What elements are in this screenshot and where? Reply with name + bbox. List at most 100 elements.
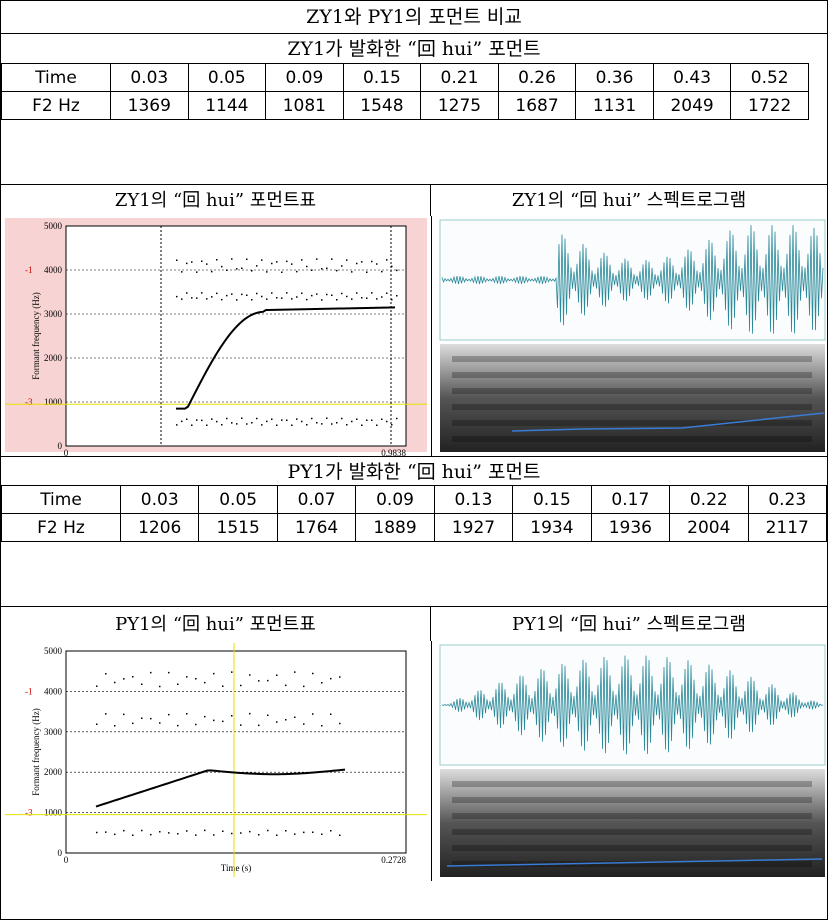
y-tick-label: 2000 — [44, 353, 63, 363]
table-cell: 0.26 — [497, 63, 577, 92]
table-cell: F2 Hz — [1, 513, 121, 542]
spectrogram-band — [452, 420, 812, 426]
table-cell: 0.17 — [590, 485, 671, 514]
y-axis-label: Formant frequency (Hz) — [31, 708, 41, 795]
table-cell: 1722 — [730, 91, 809, 120]
table-cell: 1927 — [433, 513, 514, 542]
marker-label: -1 — [25, 265, 33, 275]
table-cell: 1936 — [590, 513, 671, 542]
table-cell: 2117 — [747, 513, 827, 542]
y-tick-label: 5000 — [44, 646, 63, 656]
table-cell: 1515 — [198, 513, 278, 542]
table-row: Time 0.03 0.05 0.09 0.15 0.21 0.26 0.36 0.43 0.52 — [1, 63, 809, 92]
table-cell: Time — [1, 63, 111, 92]
doc-title: ZY1와 PY1의 포먼트 비교 — [1, 1, 827, 34]
spectrogram-band — [452, 829, 812, 835]
table-cell: 0.05 — [187, 63, 267, 92]
section-heading: ZY1가 발화한 “回 hui” 포먼트 — [287, 38, 541, 60]
table-cell: 1131 — [575, 91, 654, 120]
pitch-track — [446, 858, 823, 867]
table-cell: 0.03 — [119, 485, 200, 514]
table-cell: 0.09 — [265, 63, 344, 92]
formant-dots — [176, 258, 398, 427]
table-cell: 0.52 — [730, 63, 809, 92]
table-cell: 1206 — [119, 513, 200, 542]
table-cell: 0.09 — [355, 485, 435, 514]
spectrogram-band — [452, 356, 812, 362]
plot-area — [65, 225, 407, 447]
table-row: F2 Hz 1206 1515 1764 1889 1927 1934 1936 2004 211… — [1, 513, 827, 542]
table-cell: Time — [1, 485, 121, 514]
formant-track — [95, 768, 346, 808]
waveform-bg — [439, 644, 826, 766]
x-axis-label: Time (s) — [221, 863, 251, 873]
y-tick-label: 1000 — [44, 808, 63, 818]
x-tick-label: 0.2728 — [381, 855, 406, 865]
table-cell: 1081 — [265, 91, 344, 120]
y-tick-label: 3000 — [44, 309, 63, 319]
spectrogram-band — [452, 861, 812, 867]
marker-label: -1 — [25, 686, 33, 696]
plot-area — [65, 650, 407, 854]
y-tick-label: 0 — [58, 441, 63, 451]
y-tick-label: 5000 — [44, 221, 63, 231]
formant-track — [176, 306, 396, 410]
table-cell: 0.07 — [276, 485, 357, 514]
y-tick-label: 3000 — [44, 727, 63, 737]
formant-plot: 5000 4000 3000 2000 1000 00 0.2728 Time (s) Form… — [5, 641, 432, 881]
formant-table: Time 0.03 0.05 0.09 0.15 0.21 0.26 0.36 0.43 0.52… — [1, 63, 809, 120]
spectrogram-band — [452, 813, 812, 819]
formant-table: Time 0.03 0.05 0.07 0.09 0.13 0.15 0.17 0.22 0.23… — [1, 485, 827, 542]
plot-title: ZY1의 “回 hui” 포먼트표 — [1, 184, 431, 216]
section-heading: PY1가 발화한 “回 hui” 포먼트 — [1, 456, 827, 486]
y-tick-label: 4000 — [44, 686, 63, 696]
table-cell: 0.23 — [747, 485, 827, 514]
table-row: F2 Hz 1369 1144 1081 1548 1275 1687 1131 2049 172… — [1, 91, 809, 120]
spectrogram-band — [452, 404, 812, 410]
y-axis-label: Formant frequency (Hz) — [31, 292, 41, 379]
spectrogram-band — [452, 388, 812, 394]
plot-title: PY1의 “回 hui” 포먼트표 — [1, 606, 431, 641]
x-tick-label: 0 — [64, 855, 69, 865]
marker-label: -3 — [25, 397, 33, 407]
waveform — [441, 655, 824, 755]
table-cell: 0.03 — [110, 63, 189, 92]
y-tick-label: 4000 — [44, 265, 63, 275]
table-cell: 0.43 — [652, 63, 732, 92]
spectrogram-band — [452, 797, 812, 803]
table-cell: 0.05 — [198, 485, 278, 514]
spectrogram-band — [452, 781, 812, 787]
table-cell: 1934 — [512, 513, 592, 542]
table-cell: 0.13 — [433, 485, 514, 514]
waveform — [441, 225, 824, 334]
spectrogram-bg — [440, 344, 825, 452]
waveform-bg — [439, 219, 826, 341]
spectrogram-title: ZY1의 “回 hui” 스펙트로그램 — [431, 184, 827, 216]
table-cell: 1687 — [497, 91, 577, 120]
pitch-track — [511, 412, 825, 432]
table-cell: 1144 — [187, 91, 267, 120]
y-tick-label: 1000 — [44, 397, 63, 407]
spectrogram — [439, 644, 826, 877]
spectrogram-title: PY1의 “回 hui” 스펙트로그램 — [431, 606, 827, 641]
spectrogram-band — [452, 372, 812, 378]
table-cell: F2 Hz — [1, 91, 111, 120]
table-cell: 1548 — [342, 91, 422, 120]
x-tick-label: 0.9838 — [381, 448, 406, 456]
spectrogram-band — [452, 436, 812, 442]
table-cell: 0.21 — [420, 63, 499, 92]
table-cell: 0.22 — [669, 485, 749, 514]
table-row: Time 0.03 0.05 0.07 0.09 0.13 0.15 0.17 0.22 0.23 — [1, 485, 827, 514]
table-cell: 1889 — [355, 513, 435, 542]
table-cell: 0.36 — [575, 63, 654, 92]
table-cell: 0.15 — [512, 485, 592, 514]
table-cell: 2049 — [652, 91, 732, 120]
table-cell: 1764 — [276, 513, 357, 542]
formant-dots — [96, 671, 341, 836]
table-cell: 2004 — [669, 513, 749, 542]
table-cell: 1369 — [110, 91, 189, 120]
table-cell: 0.15 — [342, 63, 422, 92]
spectrogram-bg — [440, 769, 825, 877]
